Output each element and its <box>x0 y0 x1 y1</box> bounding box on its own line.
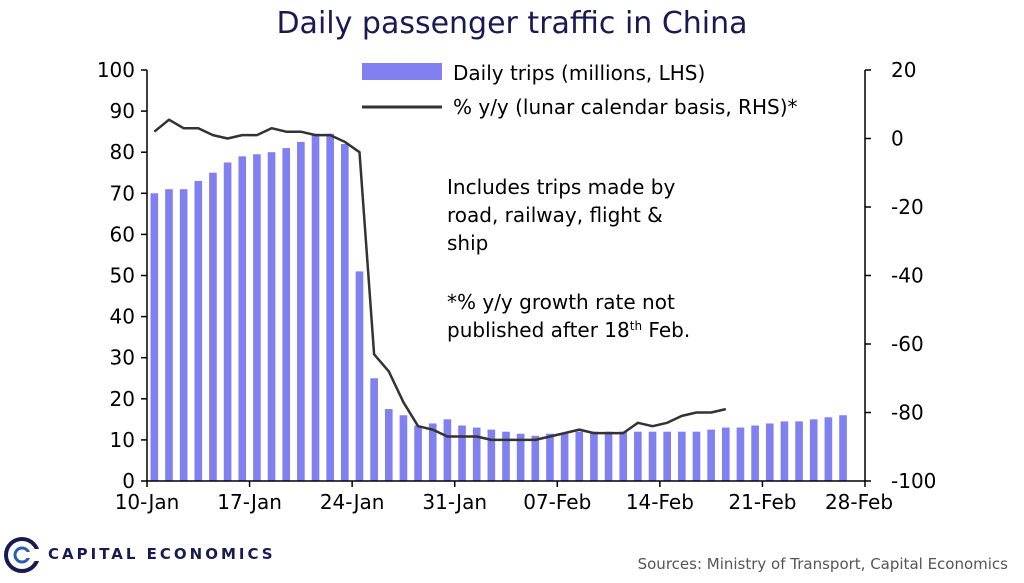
bar <box>780 421 789 481</box>
x-tick-label: 31-Jan <box>422 490 487 514</box>
bar <box>678 431 686 481</box>
bar <box>384 409 393 481</box>
annotation-line: *% y/y growth rate not <box>447 290 675 314</box>
bar <box>839 415 847 481</box>
bar <box>150 193 159 482</box>
right-tick-label: -40 <box>891 264 924 288</box>
bar <box>399 415 408 481</box>
bar <box>619 431 628 481</box>
bar <box>707 429 715 481</box>
bar <box>209 172 217 481</box>
legend-label-bars: Daily trips (millions, LHS) <box>453 61 705 85</box>
bar <box>443 419 452 481</box>
bar <box>179 189 188 481</box>
left-tick-label: 10 <box>110 428 135 452</box>
bar <box>414 425 422 481</box>
left-tick-label: 90 <box>110 99 135 123</box>
line-series <box>153 118 727 442</box>
right-tick-label: -100 <box>891 469 936 493</box>
bar <box>267 152 276 481</box>
x-tick-label: 14-Feb <box>626 490 694 514</box>
bar <box>487 429 496 481</box>
bar <box>458 425 466 481</box>
annotation-line: published after 18th Feb. <box>447 318 690 342</box>
bar <box>516 433 525 481</box>
annotation-superscript: th <box>630 319 642 333</box>
axes: 0 10 20 30 40 50 60 70 80 90 100 -100 -80 -60 -40 -20 0 2… <box>97 58 937 514</box>
bar <box>604 431 613 481</box>
bar <box>223 162 232 481</box>
bar <box>575 431 584 481</box>
annotation-tail: Feb. <box>642 318 690 342</box>
right-tick-label: 0 <box>891 127 904 151</box>
bar <box>253 154 261 481</box>
x-tick-label: 28-Feb <box>825 490 893 514</box>
bar <box>663 431 671 481</box>
bar <box>751 425 759 481</box>
bar <box>531 435 540 481</box>
left-tick-label: 70 <box>110 181 135 205</box>
bar <box>765 423 774 481</box>
legend: Daily trips (millions, LHS) % y/y (lunar … <box>362 61 798 119</box>
logo-mark-icon <box>4 537 40 573</box>
bar <box>165 189 173 481</box>
annotation-line: Includes trips made by <box>447 175 675 199</box>
sources-note: Sources: Ministry of Transport, Capital … <box>637 555 1008 573</box>
bar <box>736 427 745 481</box>
bar <box>590 431 598 481</box>
bar <box>824 417 833 481</box>
left-tick-label: 60 <box>110 222 135 246</box>
bar <box>795 421 803 481</box>
bar <box>238 156 247 481</box>
legend-bar-swatch <box>362 63 442 80</box>
bar <box>692 431 701 481</box>
right-tick-label: -80 <box>891 401 924 425</box>
bar <box>341 143 349 482</box>
bar <box>297 141 305 482</box>
bar <box>502 431 510 481</box>
bar <box>560 433 569 481</box>
left-tick-label: 20 <box>110 387 135 411</box>
bar <box>472 427 481 481</box>
right-tick-label: -60 <box>891 332 924 356</box>
x-tick-label: 21-Feb <box>728 490 796 514</box>
annotation-line: ship <box>447 231 488 255</box>
left-tick-label: 0 <box>122 469 135 493</box>
bar <box>648 431 657 481</box>
annotation: Includes trips made by road, railway, fli… <box>447 175 690 342</box>
left-tick-label: 100 <box>97 58 135 82</box>
legend-label-line: % y/y (lunar calendar basis, RHS)* <box>453 95 798 119</box>
annotation-line: road, railway, flight & <box>447 203 663 227</box>
bar <box>326 133 334 481</box>
left-tick-label: 80 <box>110 140 135 164</box>
right-tick-label: -20 <box>891 195 924 219</box>
bar <box>546 433 554 481</box>
x-tick-label: 10-Jan <box>115 490 180 514</box>
bar <box>282 148 291 481</box>
right-tick-label: 20 <box>891 58 916 82</box>
x-tick-label: 07-Feb <box>523 490 591 514</box>
left-tick-label: 50 <box>110 264 135 288</box>
bar <box>634 431 642 481</box>
bar <box>194 180 203 481</box>
bar <box>721 427 730 481</box>
bar <box>355 271 364 481</box>
line-series-path <box>153 118 727 442</box>
bar <box>311 133 320 481</box>
x-tick-label: 17-Jan <box>217 490 282 514</box>
bars-series <box>150 133 847 482</box>
x-tick-label: 24-Jan <box>320 490 385 514</box>
bar <box>428 423 437 481</box>
left-tick-label: 40 <box>110 305 135 329</box>
chart-title: Daily passenger traffic in China <box>276 6 748 41</box>
brand-name: CAPITAL ECONOMICS <box>48 545 276 563</box>
left-tick-label: 30 <box>110 346 135 370</box>
bar <box>809 419 818 481</box>
capital-economics-logo: CAPITAL ECONOMICS <box>4 533 273 577</box>
bar <box>370 378 378 481</box>
